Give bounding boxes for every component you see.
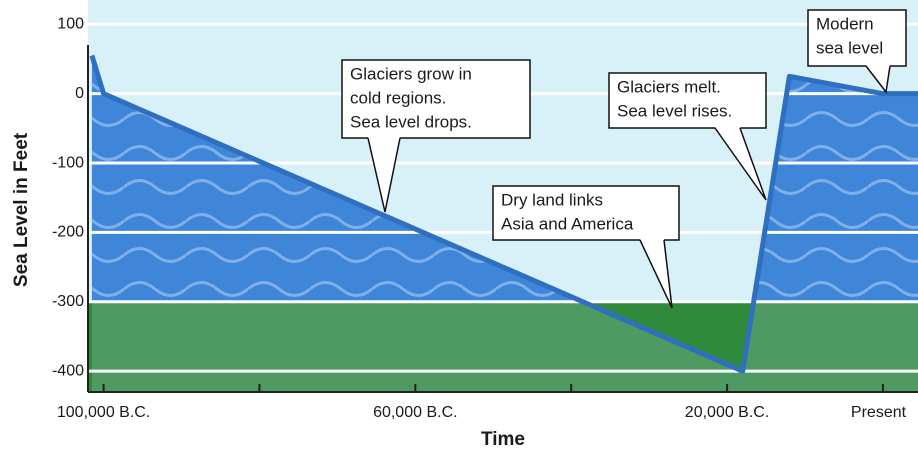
callout-text: Modern (816, 14, 874, 33)
callout-text: Sea level drops. (350, 112, 472, 131)
x-axis-title: Time (481, 429, 525, 450)
chart: 100 0 -100 -200 -300 -400 100,000 B.C. 60,000 B… (0, 0, 918, 452)
y-tick-label: 100 (57, 16, 84, 33)
x-tick-label: Present (851, 404, 907, 421)
y-tick-label: -400 (52, 362, 84, 379)
x-tick-label: 100,000 B.C. (57, 404, 150, 421)
callout-text: Glaciers grow in (350, 64, 472, 83)
callout-text: Asia and America (501, 214, 634, 233)
x-tick-label: 20,000 B.C. (685, 404, 770, 421)
y-tick-label: -200 (52, 224, 84, 241)
callout-text: Sea level rises. (617, 101, 732, 120)
callout-text: Glaciers melt. (617, 77, 721, 96)
x-tick-label: 60,000 B.C. (373, 404, 458, 421)
y-tick-label: 0 (75, 85, 84, 102)
callout-text: cold regions. (350, 88, 446, 107)
callout-text: sea level (816, 38, 883, 57)
y-tick-label: -300 (52, 293, 84, 310)
y-tick-label: -100 (52, 154, 84, 171)
callout-text: Dry land links (501, 190, 603, 209)
y-axis-title: Sea Level in Feet (11, 132, 32, 287)
